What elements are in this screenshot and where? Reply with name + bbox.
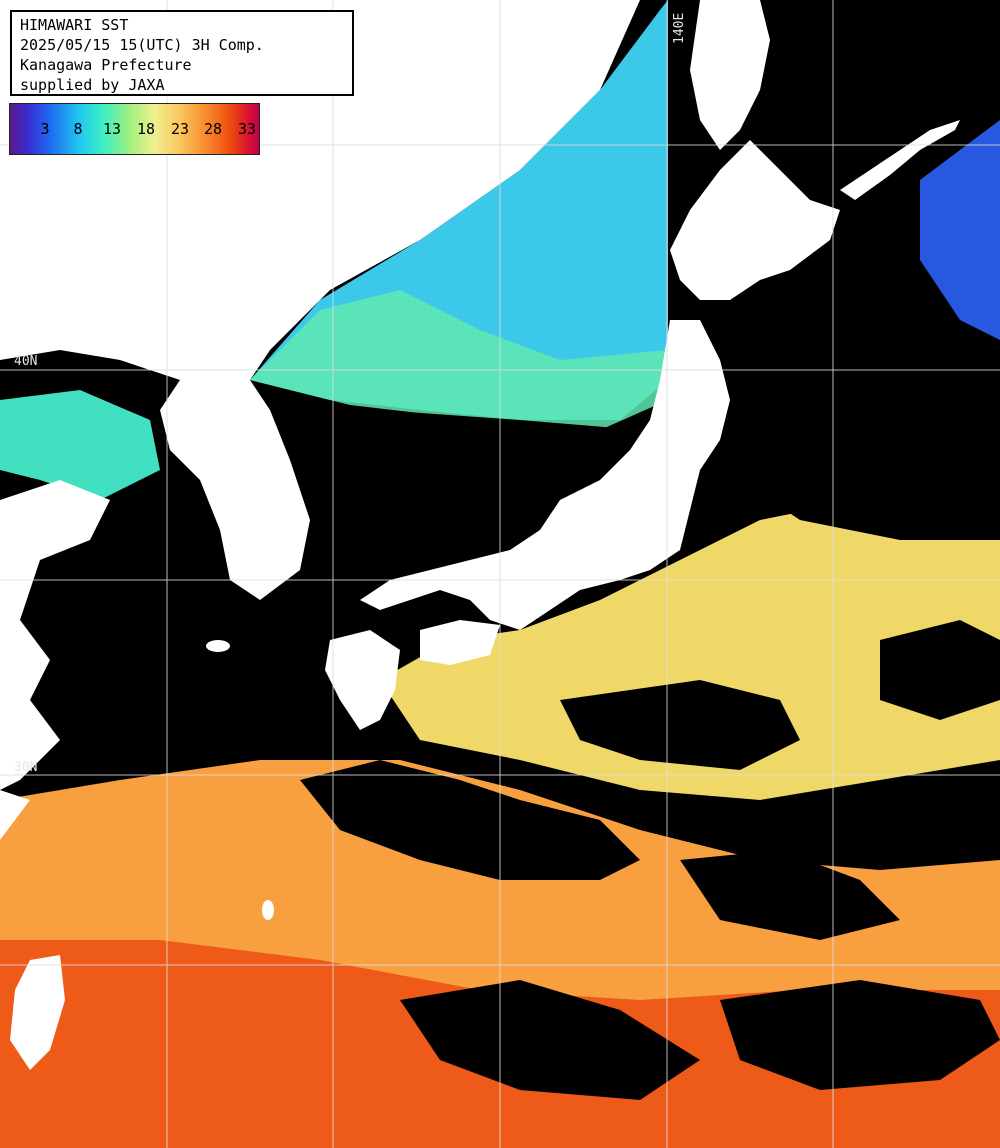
hokkaido <box>670 140 840 300</box>
color-scale-bar <box>10 104 259 154</box>
supplier-line: supplied by JAXA <box>20 76 165 94</box>
sakhalin <box>690 0 770 150</box>
lon-140e-label: 140E <box>672 12 687 44</box>
taiwan <box>10 955 65 1070</box>
scale-tick-label: 33 <box>237 120 257 138</box>
asia-mainland <box>0 0 640 400</box>
lat-40n-label: 40N <box>14 354 38 369</box>
prefecture-line: Kanagawa Prefecture <box>20 56 192 74</box>
scale-tick-label: 28 <box>203 120 223 138</box>
honshu <box>360 320 730 630</box>
northeast-pacific-cold-sst <box>920 120 1000 340</box>
scale-tick-label: 8 <box>73 120 83 138</box>
color-scale-legend: 3 8 13 18 23 28 33 <box>9 103 260 155</box>
scale-tick-label: 3 <box>40 120 50 138</box>
kyushu <box>325 630 400 730</box>
lat-30n-label: 30N <box>14 760 38 775</box>
title-line: HIMAWARI SST <box>20 16 129 34</box>
sea-of-japan-warm-band <box>250 290 668 430</box>
scale-tick-label: 13 <box>102 120 122 138</box>
shikoku <box>420 620 500 665</box>
yellow-sea-sst <box>0 390 160 500</box>
land-masses <box>0 0 960 1070</box>
color-scale-labels: 3 8 13 18 23 28 33 <box>10 120 259 140</box>
title-box: HIMAWARI SST 2025/05/15 15(UTC) 3H Comp.… <box>10 10 354 96</box>
kuroshio-warm-sst <box>380 500 1000 800</box>
scale-tick-label: 23 <box>170 120 190 138</box>
scale-tick-label: 18 <box>136 120 156 138</box>
korea-peninsula <box>160 380 310 600</box>
date-line: 2025/05/15 15(UTC) 3H Comp. <box>20 36 264 54</box>
china-coast <box>0 480 110 790</box>
